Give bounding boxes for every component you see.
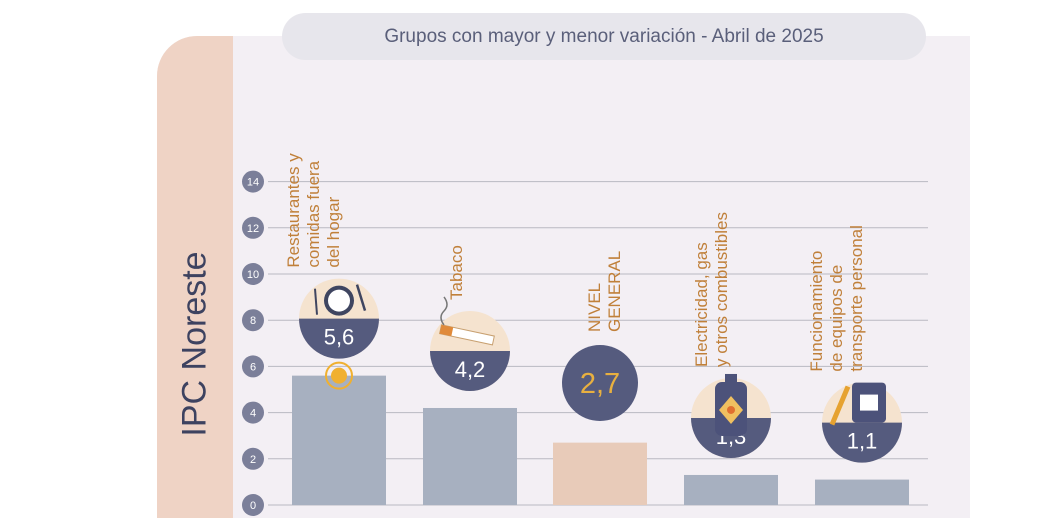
category-label: Tabaco [447,245,466,300]
value-label: 5,6 [324,325,355,350]
category-label-line: Electricidad, gas [692,242,711,367]
y-tick-marker [242,263,264,285]
y-tick-label: 8 [250,315,256,327]
category-label: Funcionamientode equipos detransporte pe… [807,225,866,371]
y-tick-label: 12 [247,223,259,235]
category-label-line: transporte personal [847,225,866,371]
bar [423,407,517,505]
value-label: 4,2 [455,357,486,382]
category-label-line: del hogar [324,196,343,267]
bar [815,479,909,505]
badge [691,417,771,458]
category-label-line: GENERAL [605,251,624,332]
title-pill [282,13,926,60]
category-label-line: NIVEL [585,283,604,332]
category-label-line: y otros combustibles [712,212,731,367]
bar [292,375,386,505]
y-tick-label: 2 [250,454,256,466]
y-tick-marker [242,447,264,470]
badge [299,318,379,359]
side-band [157,36,233,518]
cigarette-icon [439,296,495,346]
badge [430,350,510,391]
bar [553,442,647,505]
badge [822,422,903,463]
plate-fork-knife-icon [314,284,367,316]
category-label: Restaurantes ycomidas fueradel hogar [284,153,343,268]
y-tick-marker [242,401,264,424]
y-tick-marker [242,309,264,332]
y-tick-marker [242,355,264,378]
y-tick-marker [242,494,264,516]
chart-title: Grupos con mayor y menor variación - Abr… [384,26,824,47]
highlight-marker [325,361,353,390]
category-label: NIVELGENERAL [585,251,624,332]
gas-cylinder-icon [715,373,747,436]
category-label-line: de equipos de [827,265,846,372]
bar [684,474,778,505]
y-tick-label: 6 [250,361,256,373]
value-label: 1,1 [847,429,878,454]
y-tick-label: 14 [247,177,259,189]
y-tick-marker [242,170,264,193]
category-label-line: Funcionamiento [807,251,826,372]
category-label: Electricidad, gasy otros combustibles [692,212,731,367]
wrench-jerrycan-icon [829,382,886,426]
y-tick-marker [242,216,264,239]
category-label-line: Tabaco [447,245,466,300]
y-tick-label: 4 [250,408,256,420]
value-label: 2,7 [580,368,620,400]
badge [562,345,638,421]
category-label-line: comidas fuera [304,160,323,267]
category-label-line: Restaurantes y [284,153,303,268]
y-tick-label: 10 [247,269,259,281]
highlight-marker-dot [331,367,347,384]
y-tick-label: 0 [250,500,256,512]
